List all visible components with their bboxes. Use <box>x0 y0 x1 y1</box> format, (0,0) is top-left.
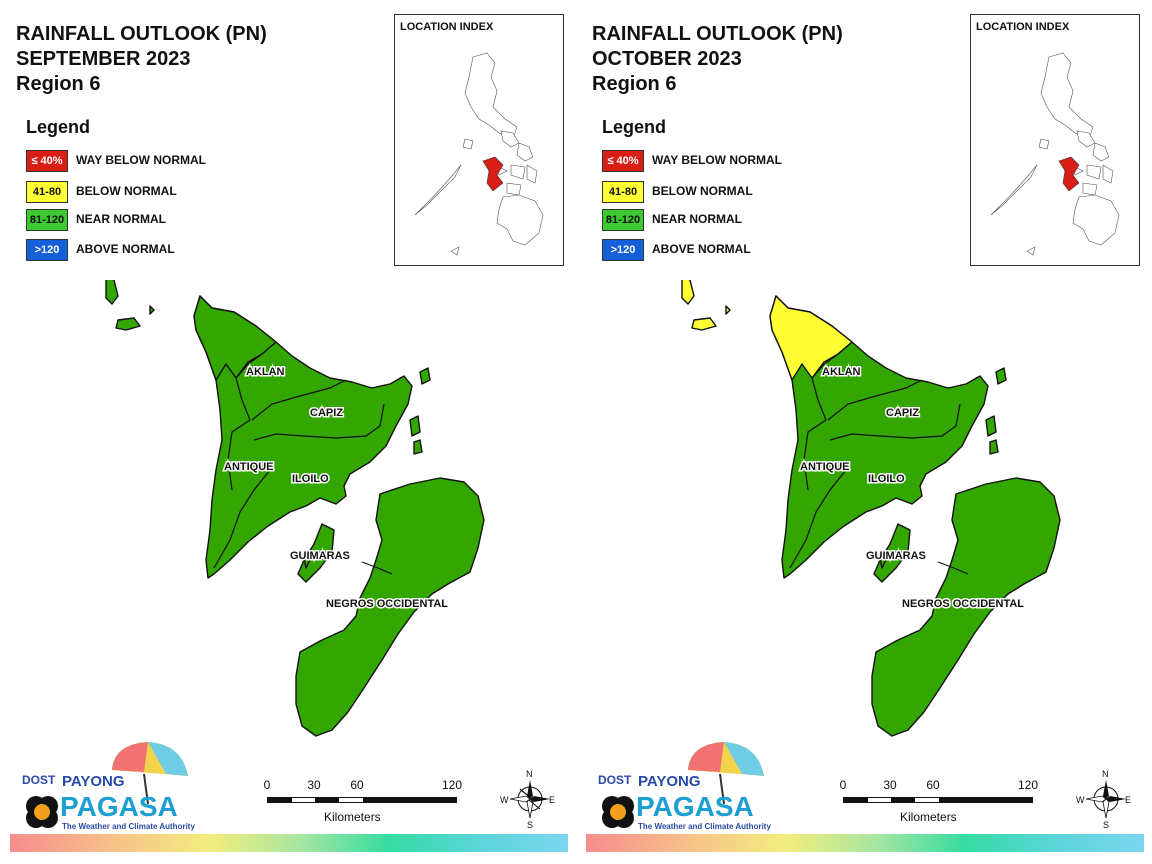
svg-text:E: E <box>1125 795 1131 805</box>
small-island <box>725 305 731 315</box>
small-island <box>115 317 141 331</box>
legend-title: Legend <box>602 117 667 137</box>
scale-tick: 0 <box>839 778 847 792</box>
legend-swatch: 41-80 <box>26 181 68 203</box>
svg-text:N: N <box>526 769 533 779</box>
region-6-highlight <box>1058 156 1080 192</box>
title-line-1: RAINFALL OUTLOOK (PN) <box>16 23 267 45</box>
panay-island <box>193 295 413 579</box>
province-label-aklan: AKLAN <box>246 366 285 378</box>
legend-label: NEAR NORMAL <box>652 212 742 226</box>
svg-text:PAYONG: PAYONG <box>62 773 125 790</box>
outlook-panel-october: RAINFALL OUTLOOK (PN) OCTOBER 2023 Regio… <box>576 0 1152 864</box>
small-island <box>149 305 155 315</box>
scale-tick: 120 <box>441 778 463 792</box>
svg-text:DOST: DOST <box>22 773 56 787</box>
legend-title: Legend <box>26 117 91 137</box>
scale-tick: 30 <box>883 778 897 792</box>
legend-label: NEAR NORMAL <box>76 212 166 226</box>
scale-tick: 0 <box>263 778 271 792</box>
legend-label: ABOVE NORMAL <box>76 242 175 256</box>
region-6-map: AKLAN CAPIZ ANTIQUE ILOILO GUIMARAS NEGR… <box>105 280 485 737</box>
svg-text:W: W <box>1076 795 1085 805</box>
svg-text:The Weather and Climate Author: The Weather and Climate Authority <box>638 822 771 831</box>
location-index-title: LOCATION INDEX <box>400 21 494 33</box>
svg-text:PAGASA: PAGASA <box>636 791 754 822</box>
province-label-negros-occidental: NEGROS OCCIDENTAL <box>902 598 1024 610</box>
scale-unit: Kilometers <box>324 810 381 824</box>
legend-label: WAY BELOW NORMAL <box>76 153 207 167</box>
location-index-title: LOCATION INDEX <box>976 21 1070 33</box>
legend-swatch: 81-120 <box>602 209 644 231</box>
legend-swatch: 81-120 <box>26 209 68 231</box>
title-line-3: Region 6 <box>592 73 677 95</box>
small-island <box>681 280 695 305</box>
map-title: RAINFALL OUTLOOK (PN) SEPTEMBER 2023 Reg… <box>16 22 267 97</box>
legend-label: ABOVE NORMAL <box>652 242 751 256</box>
legend-swatch: ≤ 40% <box>26 150 68 172</box>
svg-text:W: W <box>500 795 509 805</box>
small-island <box>691 317 717 331</box>
svg-text:S: S <box>527 820 533 830</box>
legend-swatch: 41-80 <box>602 181 644 203</box>
location-index-box: LOCATION INDEX <box>970 14 1140 266</box>
north-arrow-icon: N S E W <box>1076 769 1131 830</box>
svg-text:E: E <box>549 795 555 805</box>
scale-tick: 120 <box>1017 778 1039 792</box>
svg-text:PAGASA: PAGASA <box>60 791 178 822</box>
scale-tick: 60 <box>350 778 364 792</box>
region-6-map: AKLAN CAPIZ ANTIQUE ILOILO GUIMARAS NEGR… <box>681 280 1061 737</box>
map-title: RAINFALL OUTLOOK (PN) OCTOBER 2023 Regio… <box>592 22 843 97</box>
province-label-iloilo: ILOILO <box>292 473 329 485</box>
svg-text:The Weather and Climate Author: The Weather and Climate Authority <box>62 822 195 831</box>
province-label-iloilo: ILOILO <box>868 473 905 485</box>
svg-text:PAYONG: PAYONG <box>638 773 701 790</box>
svg-text:N: N <box>1102 769 1109 779</box>
region-6-highlight <box>482 156 504 192</box>
panay-north-tip <box>193 295 277 381</box>
footer-gradient-bar <box>586 834 1144 852</box>
legend-label: BELOW NORMAL <box>76 184 177 198</box>
scale-tick: 60 <box>926 778 940 792</box>
philippines-index-map <box>414 52 544 256</box>
province-label-capiz: CAPIZ <box>886 407 919 419</box>
scale-tick: 30 <box>307 778 321 792</box>
pagasa-logo: DOST PAYONG PAGASA The Weather and Clima… <box>592 740 782 832</box>
title-line-3: Region 6 <box>16 73 101 95</box>
scale-bar-graphic <box>267 797 457 803</box>
scale-bar-graphic <box>843 797 1033 803</box>
province-label-aklan: AKLAN <box>822 366 861 378</box>
province-label-antique: ANTIQUE <box>800 461 850 473</box>
scale-bar: 0 30 60 120 Kilometers <box>838 778 1048 828</box>
svg-text:S: S <box>1103 820 1109 830</box>
title-line-2: OCTOBER 2023 <box>592 48 742 70</box>
legend-label: BELOW NORMAL <box>652 184 753 198</box>
panay-island <box>769 295 989 579</box>
legend-label: WAY BELOW NORMAL <box>652 153 783 167</box>
legend-swatch: >120 <box>602 239 644 261</box>
title-line-2: SEPTEMBER 2023 <box>16 48 191 70</box>
pagasa-logo: DOST PAYONG PAGASA The Weather and Clima… <box>16 740 206 832</box>
svg-text:DOST: DOST <box>598 773 632 787</box>
north-arrow-icon: N S E W <box>500 769 555 830</box>
legend-swatch: >120 <box>26 239 68 261</box>
scale-bar: 0 30 60 120 Kilometers <box>262 778 472 828</box>
footer-gradient-bar <box>10 834 568 852</box>
scale-unit: Kilometers <box>900 810 957 824</box>
legend-swatch: ≤ 40% <box>602 150 644 172</box>
province-label-capiz: CAPIZ <box>310 407 343 419</box>
philippines-index-map <box>990 52 1120 256</box>
title-line-1: RAINFALL OUTLOOK (PN) <box>592 23 843 45</box>
province-label-guimaras: GUIMARAS <box>866 550 926 562</box>
negros-island <box>871 477 1061 737</box>
province-label-antique: ANTIQUE <box>224 461 274 473</box>
location-index-box: LOCATION INDEX <box>394 14 564 266</box>
negros-island <box>295 477 485 737</box>
province-label-guimaras: GUIMARAS <box>290 550 350 562</box>
province-label-negros-occidental: NEGROS OCCIDENTAL <box>326 598 448 610</box>
panay-north-tip <box>769 295 853 381</box>
small-island <box>105 280 119 305</box>
outlook-panel-september: RAINFALL OUTLOOK (PN) SEPTEMBER 2023 Reg… <box>10 14 568 852</box>
